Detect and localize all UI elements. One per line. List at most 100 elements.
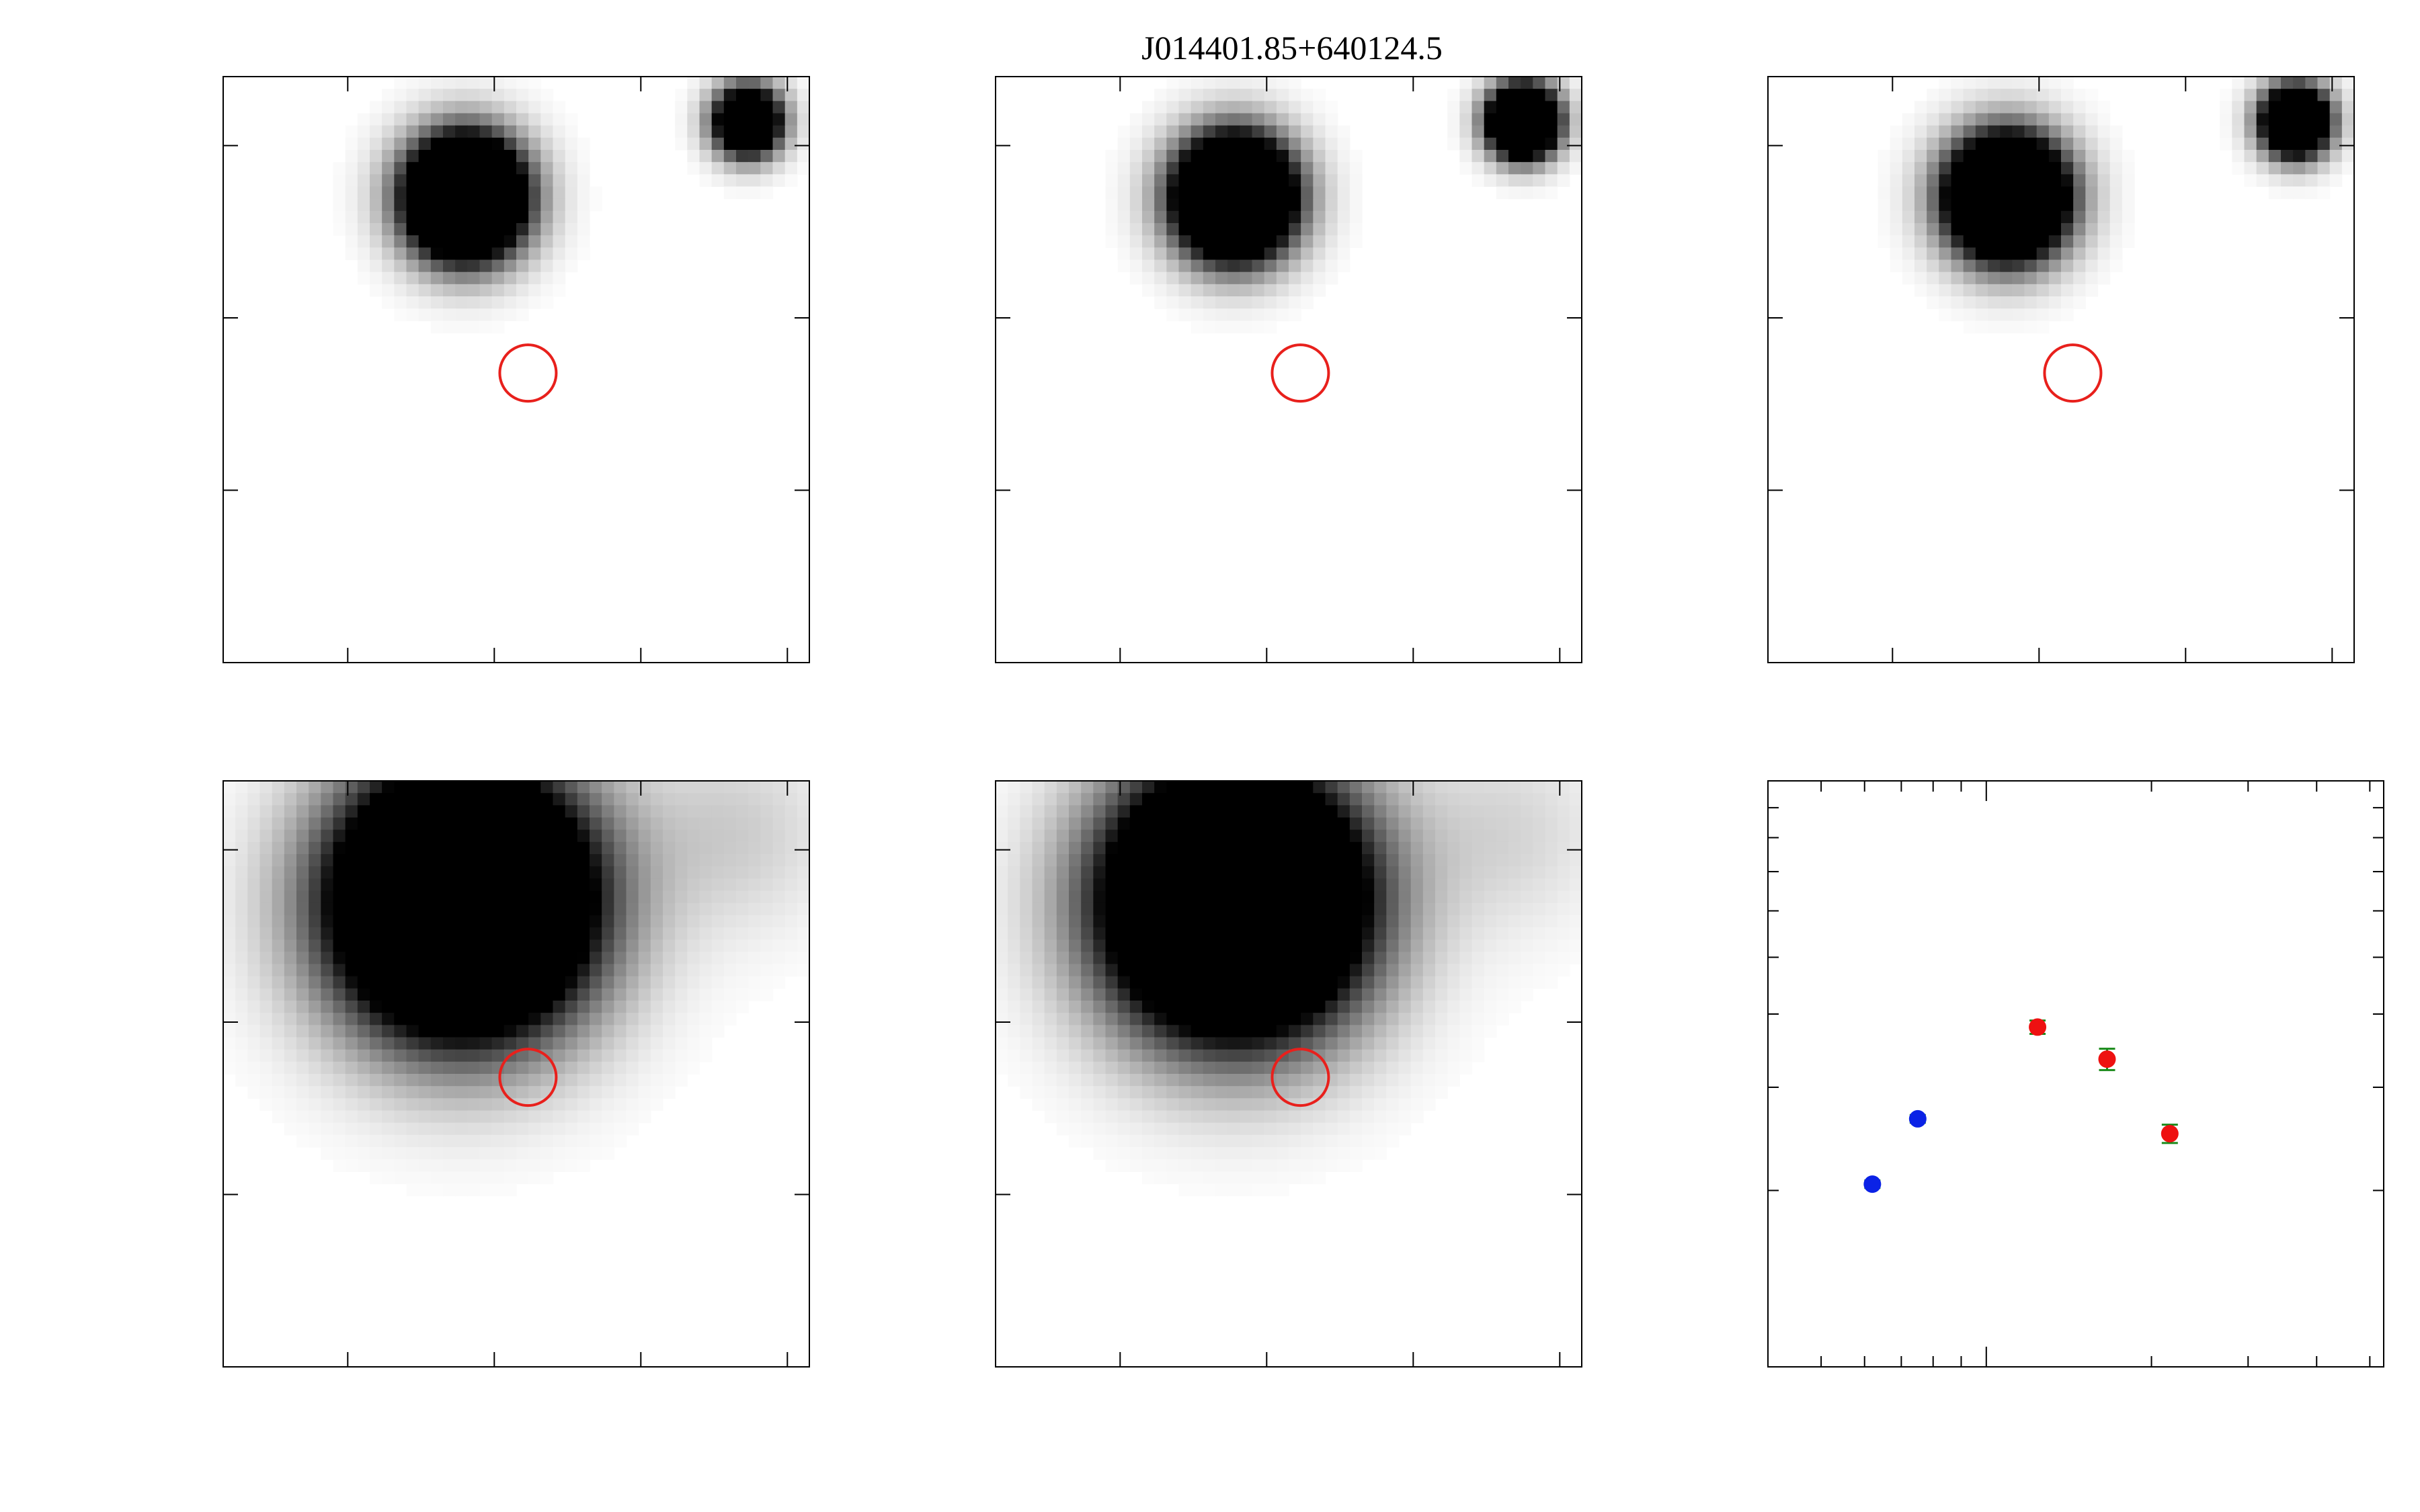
image-pixel <box>272 866 285 879</box>
image-pixel <box>626 854 639 867</box>
image-pixel <box>370 841 382 855</box>
image-pixel <box>1093 817 1106 831</box>
image-pixel <box>345 805 358 818</box>
image-pixel <box>1105 150 1119 163</box>
image-pixel <box>1215 841 1228 855</box>
image-pixel <box>687 113 700 126</box>
image-pixel <box>394 915 407 928</box>
image-pixel <box>1939 162 1952 175</box>
image-pixel <box>1252 284 1265 297</box>
image-pixel <box>406 1122 419 1136</box>
image-pixel <box>1044 805 1057 818</box>
image-pixel <box>1313 162 1326 175</box>
image-pixel <box>2109 137 2123 151</box>
image-pixel <box>748 781 761 794</box>
image-pixel <box>394 1061 407 1075</box>
image-pixel <box>1105 1086 1119 1099</box>
image-pixel <box>321 1061 334 1075</box>
image-pixel <box>1362 841 1375 855</box>
image-pixel <box>235 976 248 989</box>
image-pixel <box>1521 793 1533 806</box>
image-pixel <box>479 235 493 248</box>
image-pixel <box>1142 137 1155 151</box>
image-pixel <box>1215 259 1228 273</box>
image-pixel <box>430 1159 444 1172</box>
image-pixel <box>540 854 554 867</box>
image-pixel <box>1105 1147 1119 1160</box>
image-pixel <box>2329 162 2343 175</box>
image-pixel <box>1142 817 1155 831</box>
image-pixel <box>406 915 419 928</box>
image-pixel <box>2000 271 2013 285</box>
image-pixel <box>406 1013 419 1025</box>
image-pixel <box>503 829 517 843</box>
image-pixel <box>418 247 432 261</box>
image-pixel <box>382 902 395 916</box>
image-pixel <box>1533 902 1546 916</box>
image-pixel <box>1289 198 1301 212</box>
image-pixel <box>1142 1086 1155 1099</box>
image-pixel <box>1386 1025 1400 1038</box>
image-pixel <box>2012 308 2025 321</box>
image-pixel <box>1301 1134 1314 1148</box>
image-pixel <box>1093 1098 1106 1111</box>
image-pixel <box>748 964 761 977</box>
image-pixel <box>723 902 737 916</box>
image-pixel <box>553 150 566 163</box>
image-pixel <box>1093 952 1106 965</box>
image-pixel <box>1020 964 1033 977</box>
image-pixel <box>1902 137 1915 151</box>
image-pixel <box>1313 284 1326 297</box>
image-pixel <box>1289 284 1301 297</box>
image-pixel <box>309 939 321 952</box>
image-pixel <box>1435 793 1448 806</box>
image-pixel <box>430 271 444 285</box>
image-pixel <box>797 841 810 855</box>
image-pixel <box>1227 162 1240 175</box>
image-pixel <box>2268 89 2282 101</box>
image-pixel <box>1129 829 1143 843</box>
image-pixel <box>1252 1001 1265 1013</box>
image-pixel <box>1301 1025 1314 1038</box>
panel-frame <box>1767 76 2355 663</box>
image-pixel <box>1447 841 1460 855</box>
image-pixel <box>675 976 688 989</box>
image-pixel <box>418 988 432 1001</box>
image-pixel <box>1252 781 1265 794</box>
image-pixel <box>663 1001 676 1013</box>
image-pixel <box>491 1183 505 1197</box>
image-pixel <box>1927 174 1939 187</box>
image-pixel <box>284 1061 297 1075</box>
image-pixel <box>1252 1098 1265 1111</box>
image-pixel <box>2268 125 2282 138</box>
image-pixel <box>1289 1074 1301 1087</box>
image-pixel <box>540 223 554 236</box>
image-pixel <box>760 829 774 843</box>
image-pixel <box>443 988 456 1001</box>
image-pixel <box>1056 1110 1070 1124</box>
image-pixel <box>503 101 517 114</box>
image-pixel <box>491 829 505 843</box>
image-pixel <box>638 1013 651 1025</box>
image-pixel <box>406 1147 419 1160</box>
image-pixel <box>687 902 700 916</box>
image-pixel <box>797 125 810 138</box>
image-pixel <box>357 1013 370 1025</box>
image-pixel <box>553 113 566 126</box>
image-pixel <box>723 77 737 89</box>
image-pixel <box>345 1110 358 1124</box>
image-pixel <box>540 210 554 224</box>
image-pixel <box>1105 854 1119 867</box>
image-pixel <box>272 1013 285 1025</box>
image-pixel <box>748 902 761 916</box>
image-pixel <box>382 1061 395 1075</box>
image-pixel <box>467 854 481 867</box>
image-pixel <box>748 988 761 1001</box>
image-pixel <box>590 890 602 904</box>
image-pixel <box>443 1159 456 1172</box>
image-pixel <box>1398 829 1412 843</box>
image-pixel <box>1963 137 1976 151</box>
image-pixel <box>1386 805 1400 818</box>
image-pixel <box>1951 271 1964 285</box>
image-pixel <box>247 1037 261 1050</box>
